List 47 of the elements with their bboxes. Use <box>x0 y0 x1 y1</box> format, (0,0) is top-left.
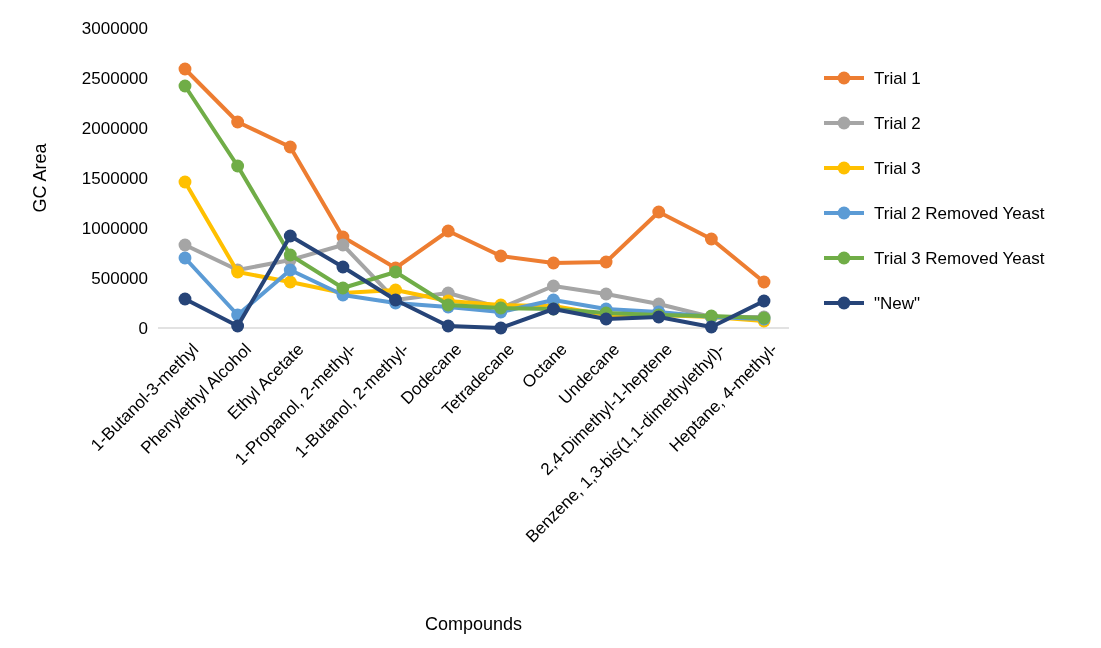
point <box>178 62 192 76</box>
y-tick-label: 1000000 <box>81 218 148 238</box>
legend-label: Trial 3 Removed Yeast <box>874 248 1045 268</box>
point <box>757 294 771 308</box>
point <box>547 279 560 293</box>
legend-label: Trial 2 Removed Yeast <box>874 203 1045 223</box>
point <box>599 255 613 269</box>
point <box>283 140 297 154</box>
point <box>283 263 297 277</box>
point <box>178 175 192 189</box>
point <box>494 321 508 335</box>
point <box>441 319 455 333</box>
point <box>652 205 666 219</box>
point <box>599 312 613 326</box>
y-axis-title: GC Area <box>30 142 50 213</box>
y-tick-label: 1500000 <box>81 168 148 188</box>
point <box>389 265 402 279</box>
legend-label: "New" <box>874 293 921 313</box>
point <box>336 260 350 274</box>
point <box>547 256 560 270</box>
y-tick-label: 0 <box>138 318 148 338</box>
point <box>704 232 718 246</box>
point <box>599 287 613 301</box>
point <box>283 275 297 289</box>
point <box>336 281 350 295</box>
point <box>231 115 245 129</box>
point <box>757 275 771 289</box>
point <box>704 320 718 334</box>
y-tick-label: 3000000 <box>81 18 148 38</box>
legend-label: Trial 3 <box>874 158 921 178</box>
y-tick-label: 500000 <box>91 268 148 288</box>
legend-label: Trial 2 <box>874 113 921 133</box>
point <box>231 159 245 173</box>
point <box>178 292 192 306</box>
y-tick-label: 2000000 <box>81 118 148 138</box>
legend-label: Trial 1 <box>874 68 921 88</box>
point <box>336 238 350 252</box>
point <box>178 251 192 265</box>
x-axis-title: Compounds <box>424 614 523 634</box>
point <box>494 249 508 263</box>
point <box>283 229 297 243</box>
y-tick-label: 2500000 <box>81 68 148 88</box>
point <box>178 79 192 93</box>
point <box>283 248 297 262</box>
point <box>178 238 192 252</box>
point <box>441 224 455 238</box>
point <box>231 319 245 333</box>
